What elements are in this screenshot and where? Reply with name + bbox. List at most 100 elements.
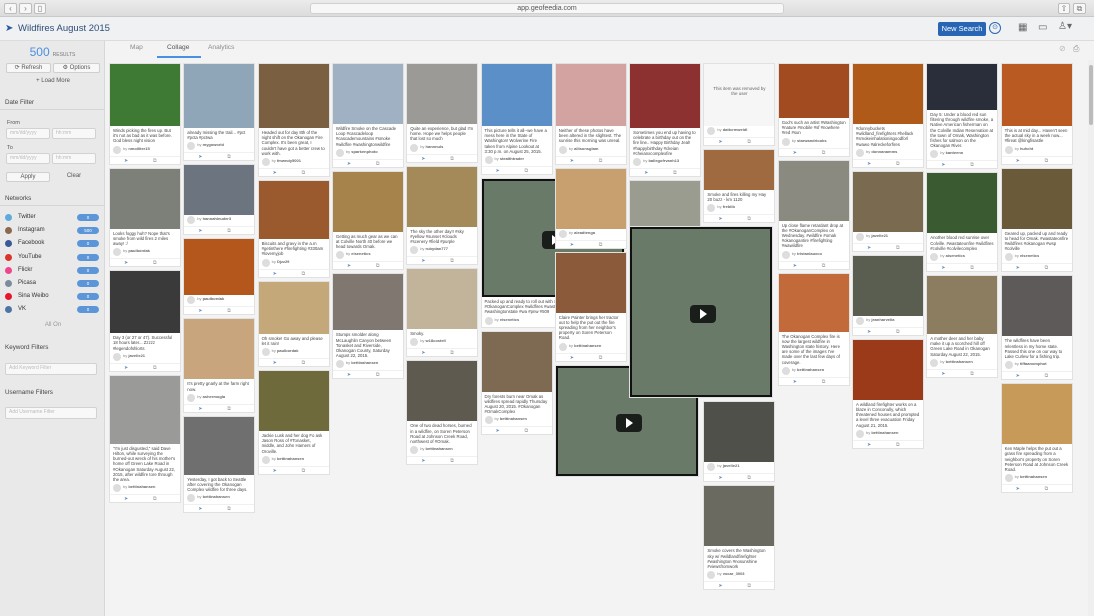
username-filter-input[interactable]: Add Username Filter [5, 407, 97, 419]
locate-icon[interactable]: ➤ [346, 372, 352, 379]
expand-icon[interactable]: ⧉ [153, 364, 157, 371]
post-user[interactable]: by tiffaanomphot [1002, 360, 1072, 371]
forward-icon[interactable]: › [19, 3, 32, 14]
locate-icon[interactable]: ➤ [718, 216, 723, 223]
expand-icon[interactable]: ⧉ [153, 157, 157, 164]
expand-icon[interactable]: ⧉ [227, 506, 231, 513]
post-photo[interactable] [555, 64, 626, 126]
post-card[interactable]: This picture tells it all--we have a mes… [480, 63, 553, 176]
expand-icon[interactable]: ⧉ [1044, 486, 1049, 493]
locate-icon[interactable]: ➤ [124, 364, 129, 371]
post-photo[interactable] [1001, 276, 1072, 337]
expand-icon[interactable]: ⧉ [153, 260, 157, 267]
post-photo[interactable] [1001, 168, 1072, 229]
network-count-badge[interactable]: 0 [77, 253, 99, 261]
refresh-button[interactable]: ⟳ Refresh [6, 63, 51, 73]
post-card[interactable]: Up close flame retardant drop at the #Ok… [777, 159, 850, 270]
new-search-button[interactable]: New Search [938, 22, 986, 36]
post-card[interactable]: Day 3 (or 27 or 47). Successful 18 hours… [109, 270, 181, 372]
locate-icon[interactable]: ➤ [198, 228, 203, 235]
post-user[interactable]: by paulbordak [259, 347, 329, 358]
user-menu-icon[interactable]: ♙▾ [1058, 21, 1072, 32]
video-thumbnail[interactable] [630, 227, 773, 398]
expand-icon[interactable]: ⧉ [450, 458, 454, 465]
post-photo[interactable] [778, 64, 849, 118]
locate-icon[interactable]: ➤ [421, 155, 426, 162]
post-card[interactable]: by javelle21 ➤ ⧉ [852, 170, 924, 252]
post-card[interactable]: Geared up, packed up and ready to head f… [1000, 167, 1073, 273]
post-user[interactable]: by ballegofrvanh13 [630, 157, 700, 168]
post-card[interactable]: #donnybuckets #wildland_firefighters #he… [852, 63, 924, 168]
network-row-instagram[interactable]: Instagram 500 [5, 225, 101, 236]
post-photo[interactable] [927, 64, 998, 110]
locate-icon[interactable]: ➤ [569, 157, 574, 164]
expand-icon[interactable]: ⧉ [896, 160, 900, 167]
post-card[interactable]: One of two dead horses, burned in a wild… [406, 360, 479, 466]
expand-icon[interactable]: ⧉ [153, 496, 157, 503]
post-user[interactable]: by w18costell [407, 337, 477, 348]
post-card[interactable]: Oh smoke! Go away and please let it rain… [257, 280, 330, 368]
post-user[interactable]: by nmolliter15 [110, 145, 180, 156]
post-user[interactable]: by hannnuls [407, 143, 477, 154]
post-photo[interactable] [258, 181, 329, 240]
clear-button[interactable]: Clear [66, 173, 82, 179]
network-row-twitter[interactable]: Twitter 0 [5, 212, 101, 223]
tabs-icon[interactable]: ⧉ [1073, 3, 1086, 14]
grid-view-icon[interactable]: ▦ [1018, 22, 1028, 33]
post-card[interactable]: Stumps smolder along McLaughlin Canyon b… [331, 273, 404, 380]
expand-icon[interactable]: ⧉ [375, 160, 380, 167]
post-photo[interactable] [853, 64, 923, 124]
post-photo[interactable] [110, 64, 180, 126]
post-card[interactable]: "I'm just disgusted," said Dave Hilton, … [109, 374, 181, 504]
post-photo[interactable] [1001, 64, 1072, 126]
post-card[interactable]: Quite an experience, but glad I'm home. … [406, 63, 479, 163]
locate-icon[interactable]: ➤ [495, 168, 500, 175]
locate-icon[interactable]: ➤ [792, 378, 797, 385]
play-icon[interactable] [690, 305, 717, 324]
expand-icon[interactable]: ⧉ [301, 170, 306, 177]
post-photo[interactable] [184, 165, 255, 216]
locate-icon[interactable]: ➤ [346, 263, 352, 270]
post-user[interactable]: by kanteenn [927, 149, 997, 160]
expand-icon[interactable]: ⧉ [1044, 157, 1049, 164]
post-photo[interactable] [778, 160, 849, 221]
locate-icon[interactable]: ➤ [272, 360, 277, 367]
locate-icon[interactable]: ➤ [421, 458, 426, 465]
locate-icon[interactable]: ➤ [1015, 373, 1020, 380]
post-user[interactable]: by freblib [704, 203, 774, 214]
post-card[interactable]: Smoke and fires killing my Hay 20 buzz -… [703, 149, 776, 224]
expand-icon[interactable]: ⧉ [970, 370, 974, 377]
post-card[interactable]: by aleadtenga ➤ ⧉ [554, 167, 627, 249]
post-card[interactable]: Claire Painter brings her tractor out to… [554, 251, 627, 362]
post-photo[interactable] [110, 168, 180, 229]
post-user[interactable]: by bettinahansen [927, 358, 997, 369]
network-count-badge[interactable]: 500 [77, 227, 99, 235]
locate-icon[interactable]: ➤ [346, 160, 352, 167]
play-icon[interactable] [615, 413, 642, 432]
locate-icon[interactable]: ➤ [718, 583, 723, 590]
tab-analytics[interactable]: Analytics [208, 44, 235, 51]
video-post-card[interactable] [629, 226, 774, 399]
scrollbar[interactable] [1088, 60, 1094, 616]
post-card[interactable]: Getting as much gear as we can at Colvil… [331, 170, 404, 271]
post-photo[interactable] [332, 171, 403, 232]
tab-map[interactable]: Map [130, 44, 143, 51]
locate-icon[interactable]: ➤ [941, 265, 946, 272]
expand-icon[interactable]: ⧉ [450, 350, 454, 357]
expand-icon[interactable]: ⧉ [598, 241, 603, 248]
expand-icon[interactable]: ⧉ [301, 360, 306, 367]
expand-icon[interactable]: ⧉ [821, 149, 826, 156]
post-photo[interactable] [258, 281, 329, 334]
all-on-button[interactable]: All On [44, 322, 62, 328]
post-user[interactable]: by paulbordak [184, 295, 254, 306]
expand-icon[interactable]: ⧉ [598, 354, 603, 361]
apply-button[interactable]: Apply [6, 172, 50, 182]
post-card[interactable]: A wildland firefighter works on a blaze … [852, 338, 924, 449]
locate-icon[interactable]: ➤ [644, 170, 649, 177]
network-row-vk[interactable]: VK 0 [5, 304, 101, 315]
post-user[interactable]: by starwandriooks [779, 137, 849, 148]
post-user[interactable]: by bettinahansen [184, 493, 254, 504]
post-user[interactable]: by eisenetics [333, 250, 403, 261]
post-photo[interactable] [407, 269, 478, 330]
post-user[interactable]: by aleadtenga [556, 229, 626, 240]
